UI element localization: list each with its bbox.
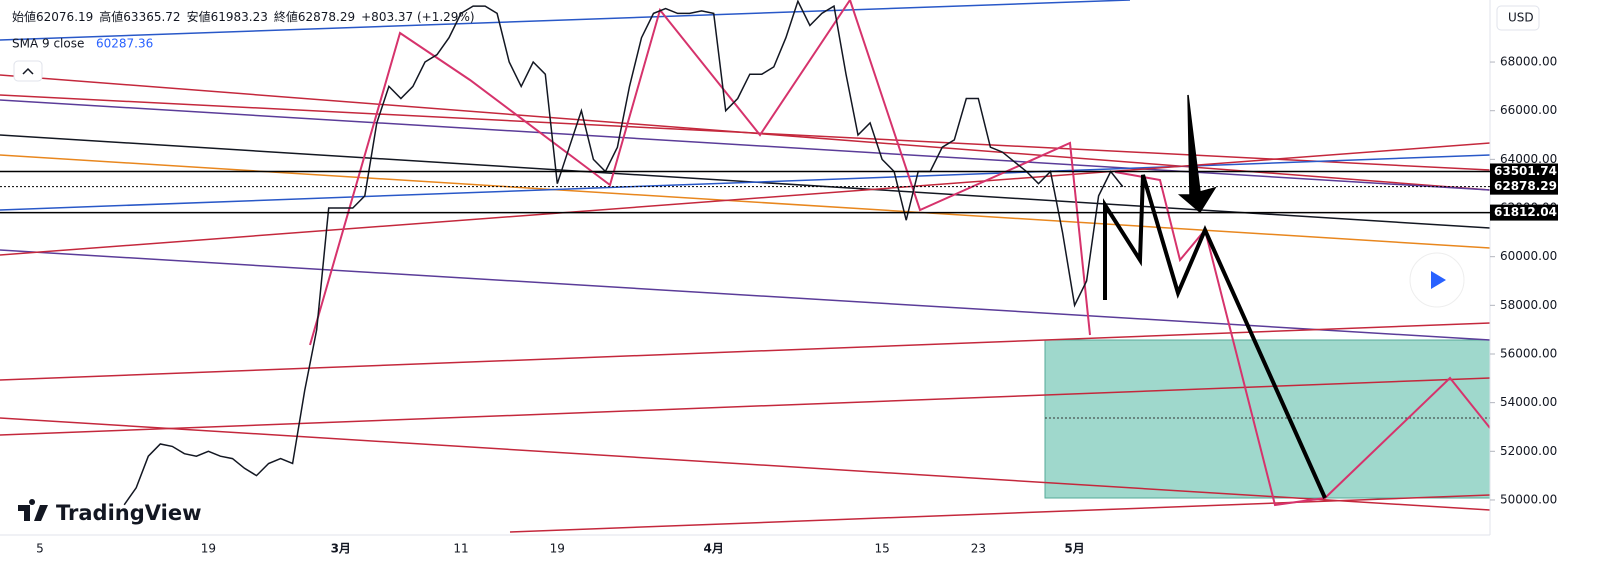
ohlc-value: 61983.23 xyxy=(211,10,268,24)
y-tick-label: 50000.00 xyxy=(1500,492,1557,506)
play-icon xyxy=(1431,271,1446,289)
ohlc-value: 63365.72 xyxy=(123,10,180,24)
y-tick-label: 68000.00 xyxy=(1500,55,1557,69)
y-tick-label: 56000.00 xyxy=(1500,346,1557,360)
indicator-name: SMA 9 close xyxy=(12,37,84,51)
ohlc-value: 62878.29 xyxy=(298,10,355,24)
price-label-bg xyxy=(1490,204,1558,221)
legend: 始値62076.19 高値63365.72 安値61983.23 終値62878.29… xyxy=(12,9,475,51)
x-tick-label: 11 xyxy=(453,542,468,556)
price-label: 63501.74 xyxy=(1494,164,1557,178)
collapse-button[interactable] xyxy=(13,60,43,82)
currency: USD xyxy=(1508,11,1534,25)
logo: TradingView xyxy=(18,499,201,525)
x-tick-label: 4月 xyxy=(704,542,724,556)
price-axis-bg xyxy=(1490,0,1600,579)
price-label-bg xyxy=(1490,163,1558,180)
x-tick-label: 5月 xyxy=(1064,542,1084,556)
price-line xyxy=(123,0,1124,506)
x-tick-label: 19 xyxy=(550,542,565,556)
currency-button[interactable] xyxy=(1496,5,1540,31)
y-tick-label: 58000.00 xyxy=(1500,298,1557,312)
y-tick-label: 64000.00 xyxy=(1500,152,1557,166)
x-tick-label: 15 xyxy=(874,542,889,556)
price-label-bg xyxy=(1490,178,1558,195)
x-tick-label: 23 xyxy=(971,542,986,556)
ohlc-value: 62076.19 xyxy=(36,10,93,24)
x-tick-label: 3月 xyxy=(331,542,351,556)
ohlc-label: 安値 xyxy=(187,9,211,24)
x-tick-label: 19 xyxy=(201,542,216,556)
x-tick-label: 5 xyxy=(36,542,44,556)
ohlc-label: 終値 xyxy=(274,9,298,24)
price-label: 62878.29 xyxy=(1494,179,1557,193)
change: +803.37 (+1.29%) xyxy=(361,10,474,24)
y-tick-label: 54000.00 xyxy=(1500,395,1557,409)
price-label: 61812.04 xyxy=(1494,205,1557,219)
indicator-value: 60287.36 xyxy=(96,37,153,51)
y-tick-label: 60000.00 xyxy=(1500,249,1557,263)
y-tick-label: 66000.00 xyxy=(1500,103,1557,117)
ohlc-label: 高値 xyxy=(99,9,123,24)
y-tick-label: 52000.00 xyxy=(1500,444,1557,458)
ohlc-label: 始値 xyxy=(12,9,36,24)
ohlc-legend: 始値62076.19 高値63365.72 安値61983.23 終値62878.29… xyxy=(12,9,475,24)
brand: TradingView xyxy=(56,501,201,525)
collapse-icon xyxy=(22,67,34,75)
